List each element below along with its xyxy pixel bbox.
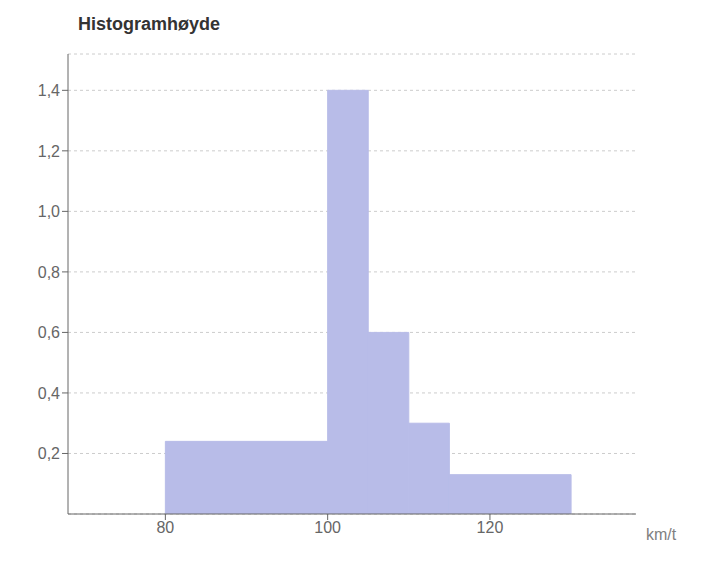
svg-text:120: 120 xyxy=(477,519,504,536)
svg-text:80: 80 xyxy=(156,519,174,536)
svg-text:0,2: 0,2 xyxy=(38,445,60,462)
svg-text:1,2: 1,2 xyxy=(38,143,60,160)
svg-text:0,8: 0,8 xyxy=(38,264,60,281)
html-text:Histogramhøyde: Histogramhøyde xyxy=(78,14,220,34)
svg-text:1,4: 1,4 xyxy=(38,82,60,99)
svg-text:0,6: 0,6 xyxy=(38,324,60,341)
svg-text:km/t: km/t xyxy=(646,526,677,543)
svg-text:1,0: 1,0 xyxy=(38,203,60,220)
svg-text:0,4: 0,4 xyxy=(38,385,60,402)
svg-text:100: 100 xyxy=(314,519,341,536)
